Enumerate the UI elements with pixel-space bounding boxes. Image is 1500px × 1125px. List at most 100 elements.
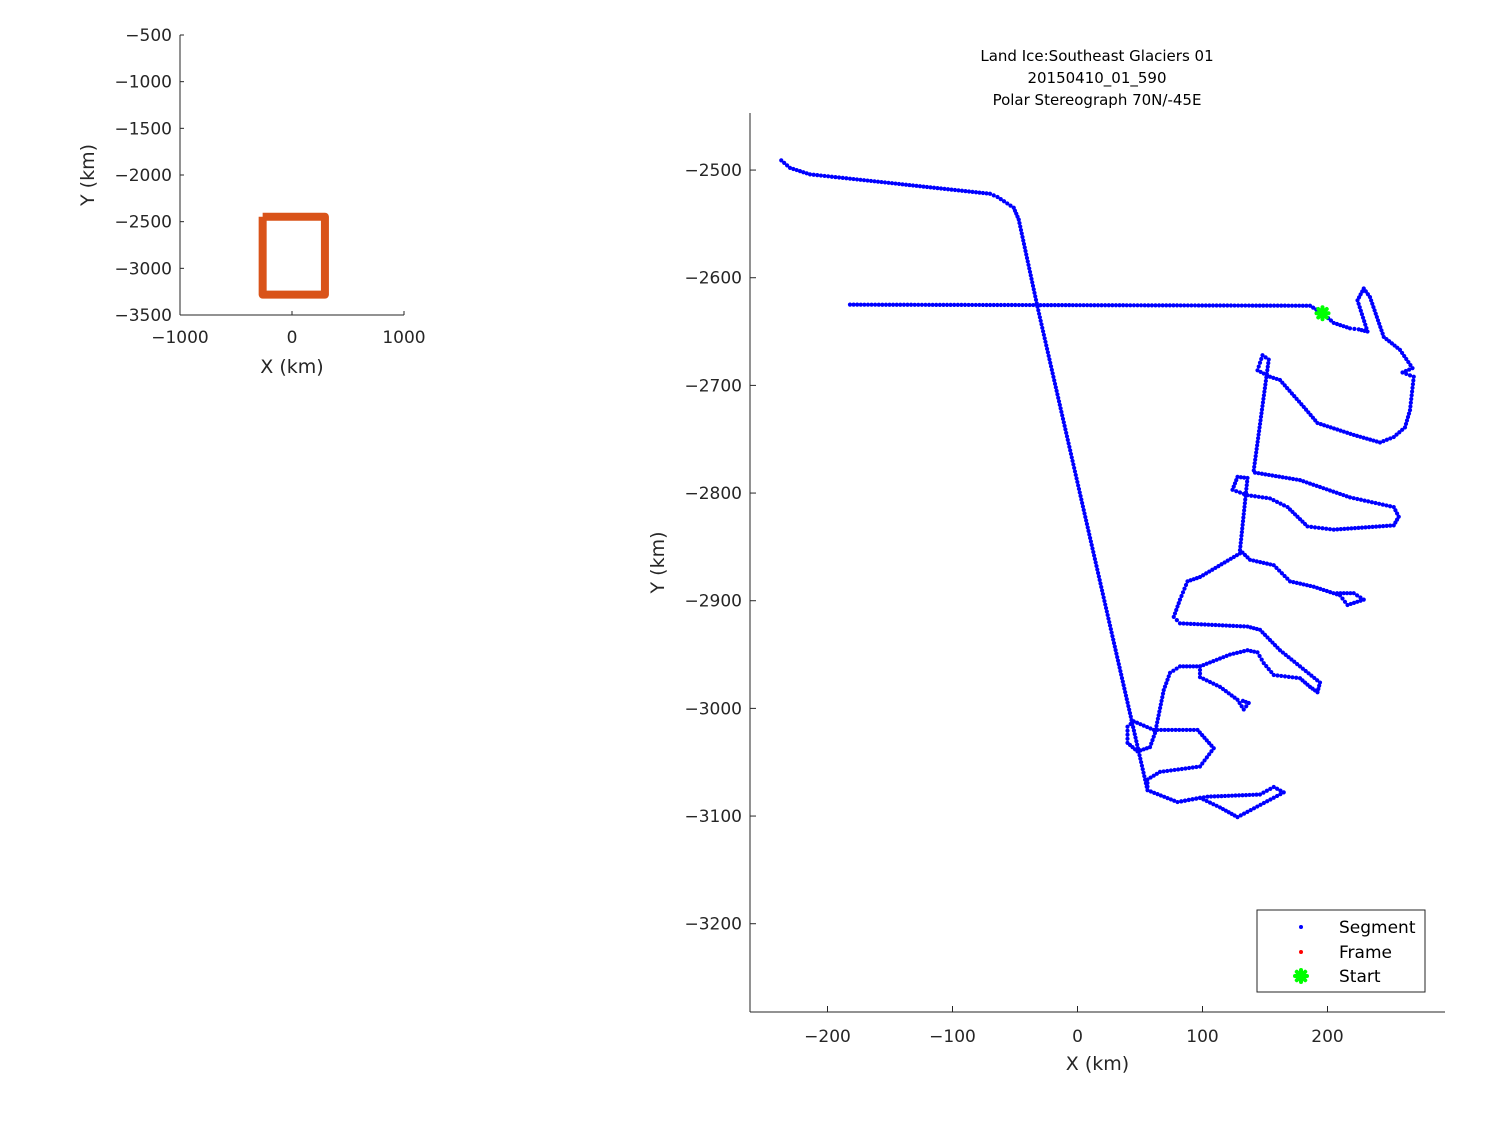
segment-point bbox=[1238, 540, 1243, 546]
segment-point bbox=[1301, 479, 1306, 484]
segment-point bbox=[1268, 303, 1273, 308]
segment-point bbox=[1234, 478, 1239, 483]
segment-point bbox=[984, 302, 989, 308]
x-tick-label: 200 bbox=[1311, 1027, 1343, 1047]
segment-point bbox=[1045, 350, 1050, 355]
segment-point bbox=[1174, 607, 1179, 613]
segment-point bbox=[948, 302, 953, 307]
segment-point bbox=[1206, 622, 1211, 627]
segment-point bbox=[1145, 784, 1150, 789]
segment-point bbox=[1232, 695, 1237, 700]
segment-point bbox=[1138, 303, 1144, 308]
segment-point bbox=[1355, 599, 1360, 604]
segment-point bbox=[1188, 621, 1193, 626]
segment-point bbox=[1260, 495, 1265, 500]
segment-point bbox=[1289, 657, 1294, 662]
segment-point bbox=[1311, 482, 1316, 487]
segment-point bbox=[1164, 681, 1169, 686]
segment-point bbox=[1016, 302, 1022, 308]
segment-point bbox=[1083, 514, 1088, 520]
segment-point bbox=[1239, 533, 1244, 538]
legend: Segment Frame Start bbox=[1256, 909, 1426, 993]
segment-point bbox=[1231, 623, 1236, 628]
segment-point bbox=[1334, 490, 1339, 495]
segment-point bbox=[1263, 472, 1268, 477]
segment-point bbox=[1362, 319, 1367, 324]
segment-point bbox=[1262, 386, 1267, 391]
segment-point bbox=[1082, 511, 1087, 516]
segment-point bbox=[1367, 295, 1373, 300]
y-tick-label: −1500 bbox=[114, 119, 172, 139]
segment-point bbox=[1405, 414, 1411, 420]
segment-point bbox=[1306, 671, 1311, 676]
segment-point bbox=[1176, 767, 1181, 772]
segment-point bbox=[865, 178, 870, 183]
frame-marker-icon bbox=[1299, 950, 1303, 954]
segment-point bbox=[1053, 385, 1058, 390]
segment-point bbox=[1289, 391, 1294, 396]
segment-point bbox=[1077, 303, 1083, 308]
segment-point bbox=[1349, 526, 1354, 531]
segment-point bbox=[1241, 707, 1246, 712]
segment-point bbox=[1274, 793, 1280, 799]
segment-point bbox=[1403, 421, 1409, 427]
segment-point bbox=[1166, 727, 1171, 733]
segment-point bbox=[1230, 487, 1235, 492]
segment-point bbox=[1134, 720, 1140, 725]
segment-point bbox=[1347, 495, 1353, 500]
segment-point bbox=[1103, 303, 1108, 308]
segment-point bbox=[822, 173, 827, 179]
segment-point bbox=[1243, 497, 1248, 502]
x-tick-label: −100 bbox=[929, 1027, 976, 1047]
segment-point bbox=[1189, 303, 1194, 308]
segment-marker-icon bbox=[1299, 925, 1303, 929]
segment-point bbox=[1008, 203, 1013, 208]
segment-point bbox=[1246, 303, 1252, 308]
segment-point bbox=[1208, 794, 1214, 799]
segment-point bbox=[1094, 563, 1099, 569]
segment-point bbox=[1282, 573, 1287, 579]
segment-point bbox=[1182, 798, 1188, 803]
segment-point bbox=[1380, 331, 1385, 336]
segment-point bbox=[1341, 591, 1346, 596]
x-tick-label: 100 bbox=[1186, 1027, 1218, 1047]
segment-point bbox=[1086, 528, 1091, 534]
segment-point bbox=[1242, 475, 1247, 480]
segment-point bbox=[1161, 769, 1166, 774]
segment-point bbox=[1243, 792, 1249, 798]
segment-point bbox=[1408, 404, 1413, 409]
title-line-1: Land Ice:Southeast Glaciers 01 bbox=[980, 47, 1213, 65]
segment-point bbox=[1384, 523, 1389, 528]
title-line-3: Polar Stereograph 70N/-45E bbox=[993, 91, 1202, 109]
segment-point bbox=[1204, 755, 1209, 760]
segment-point bbox=[1393, 508, 1398, 513]
segment-point bbox=[1294, 396, 1299, 401]
segment-point bbox=[1056, 395, 1061, 400]
legend-box bbox=[1256, 909, 1426, 993]
segment-point bbox=[1013, 302, 1018, 308]
segment-point bbox=[1234, 489, 1239, 494]
segment-point bbox=[1258, 560, 1263, 565]
segment-point bbox=[1284, 475, 1289, 480]
segment-point bbox=[1407, 373, 1413, 378]
segment-point bbox=[1125, 728, 1130, 733]
segment-point bbox=[1240, 526, 1245, 531]
segment-point bbox=[876, 302, 881, 307]
segment-point bbox=[1268, 786, 1273, 791]
segment-point bbox=[1113, 303, 1119, 308]
segment-point bbox=[1088, 303, 1093, 308]
segment-point bbox=[1179, 799, 1184, 804]
segment-point bbox=[1345, 430, 1350, 435]
segment-point bbox=[1166, 674, 1171, 679]
segment-point bbox=[1167, 670, 1173, 675]
segment-point bbox=[1069, 455, 1074, 460]
segment-point bbox=[1238, 649, 1243, 655]
segment-point bbox=[1076, 486, 1082, 492]
segment-point bbox=[1271, 795, 1276, 800]
segment-point bbox=[1226, 793, 1231, 798]
segment-point bbox=[1160, 691, 1166, 696]
segment-point bbox=[1233, 793, 1238, 798]
segment-point bbox=[1239, 704, 1244, 709]
segment-point bbox=[1080, 504, 1086, 509]
segment-point bbox=[1030, 283, 1036, 288]
